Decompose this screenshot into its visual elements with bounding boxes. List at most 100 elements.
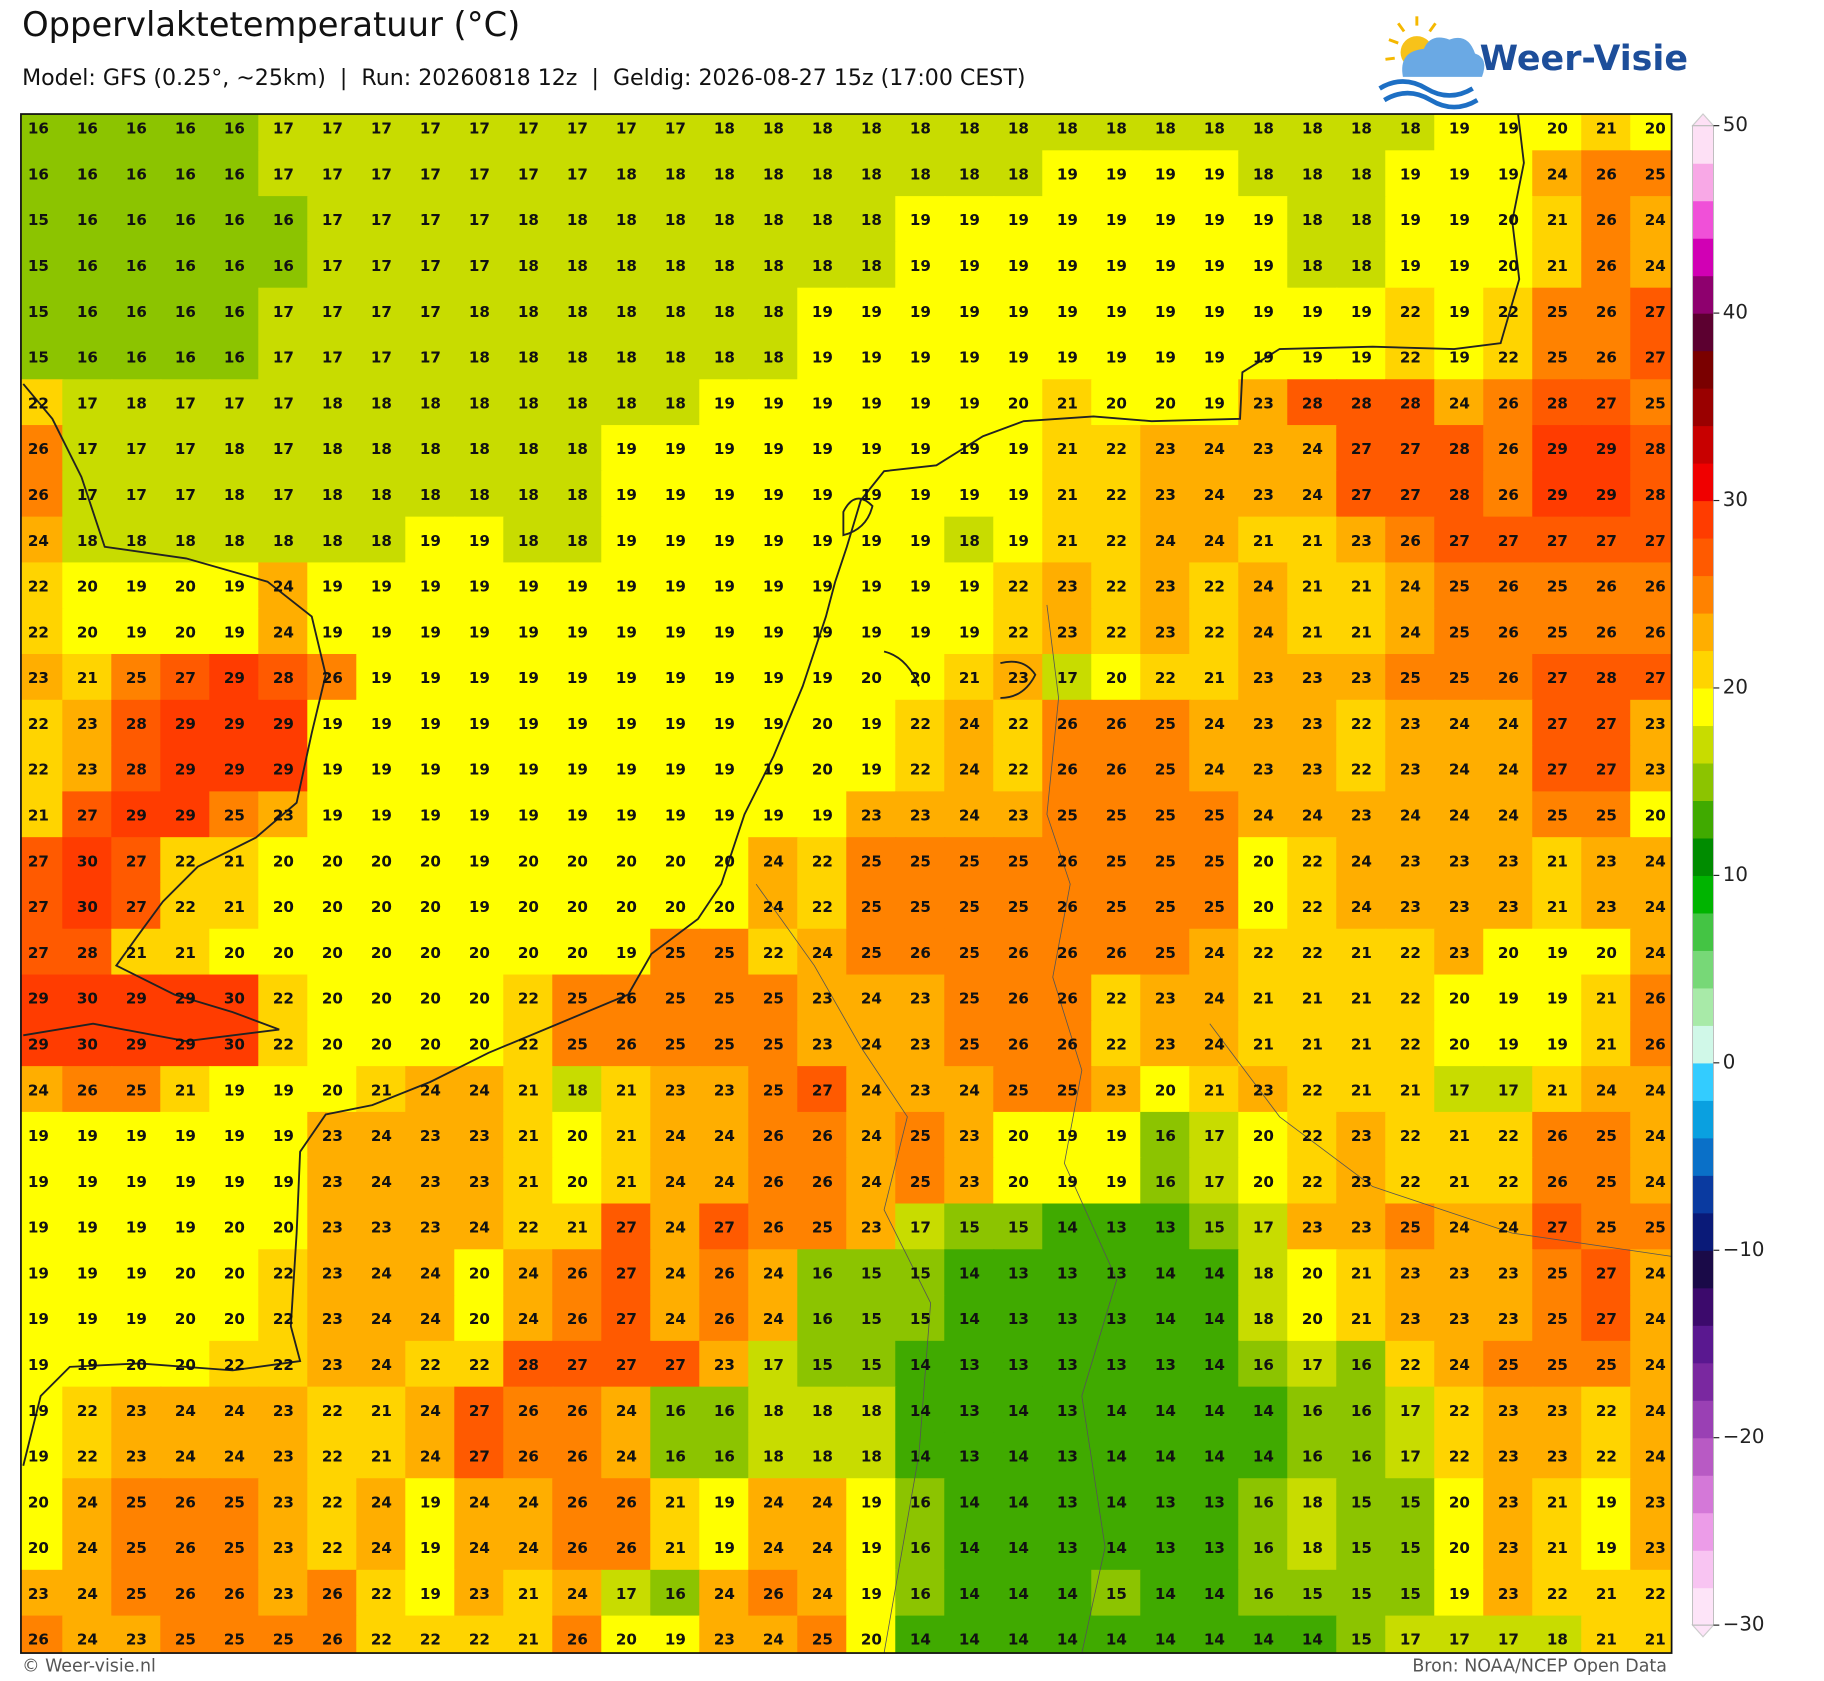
temperature-label: 16 [175, 211, 196, 229]
temperature-cell [601, 1249, 652, 1297]
temperature-label: 26 [322, 669, 343, 687]
temperature-cell [503, 699, 554, 747]
temperature-label: 18 [1351, 211, 1372, 229]
temperature-cell [405, 1157, 456, 1205]
temperature-label: 24 [959, 715, 980, 733]
temperature-label: 18 [861, 120, 882, 138]
temperature-cell [1630, 379, 1672, 427]
temperature-cell [1434, 425, 1485, 473]
temperature-label: 19 [469, 578, 490, 596]
temperature-label: 25 [1449, 578, 1470, 596]
temperature-label: 23 [1596, 898, 1617, 916]
temperature-label: 19 [616, 578, 637, 596]
temperature-cell [356, 1157, 407, 1205]
temperature-cell [111, 608, 162, 656]
temperature-cell [1581, 1203, 1632, 1251]
temperature-cell [993, 1295, 1044, 1343]
temperature-label: 25 [763, 1035, 784, 1053]
temperature-cell [1140, 1066, 1191, 1114]
temperature-label: 25 [665, 944, 686, 962]
temperature-label: 19 [77, 1219, 98, 1237]
temperature-cell [1532, 791, 1583, 839]
temperature-cell [1287, 1203, 1338, 1251]
temperature-label: 23 [322, 1264, 343, 1282]
temperature-cell [1287, 699, 1338, 747]
temperature-cell [356, 837, 407, 885]
temperature-label: 13 [959, 1402, 980, 1420]
temperature-cell [160, 608, 211, 656]
temperature-label: 21 [1253, 532, 1274, 550]
temperature-cell [1336, 1386, 1387, 1434]
temperature-label: 24 [861, 1081, 882, 1099]
temperature-label: 24 [469, 1081, 490, 1099]
temperature-cell [1189, 791, 1240, 839]
temperature-cell [552, 114, 603, 152]
temperature-label: 19 [861, 532, 882, 550]
temperature-cell [1336, 1478, 1387, 1526]
temperature-label: 17 [371, 120, 392, 138]
temperature-label: 17 [273, 486, 294, 504]
temperature-label: 22 [1645, 1585, 1666, 1603]
temperature-cell [944, 1524, 995, 1571]
temperature-label: 16 [273, 211, 294, 229]
temperature-label: 20 [28, 1493, 49, 1511]
temperature-cell [1630, 1020, 1672, 1068]
temperature-cell [699, 114, 750, 152]
temperature-label: 19 [665, 761, 686, 779]
temperature-label: 20 [567, 944, 588, 962]
temperature-label: 19 [1155, 257, 1176, 275]
temperature-label: 17 [371, 257, 392, 275]
temperature-label: 20 [1449, 1539, 1470, 1557]
temperature-cell [1189, 1157, 1240, 1205]
temperature-label: 24 [77, 1585, 98, 1603]
temperature-cell [1140, 974, 1191, 1022]
temperature-label: 19 [1008, 440, 1029, 458]
temperature-label: 24 [224, 1448, 245, 1466]
temperature-label: 19 [1204, 165, 1225, 183]
temperature-cell [111, 150, 162, 198]
temperature-label: 19 [1498, 1035, 1519, 1053]
temperature-label: 29 [28, 1035, 49, 1053]
temperature-label: 23 [1400, 1310, 1421, 1328]
temperature-cell [1189, 1020, 1240, 1068]
temperature-cell [1385, 1524, 1436, 1571]
temperature-cell [1532, 608, 1583, 656]
temperature-label: 24 [812, 944, 833, 962]
temperature-cell [846, 379, 897, 427]
temperature-label: 18 [616, 257, 637, 275]
temperature-label: 26 [1596, 623, 1617, 641]
temperature-label: 16 [77, 303, 98, 321]
temperature-label: 19 [1449, 1585, 1470, 1603]
temperature-cell [1336, 1203, 1387, 1251]
temperature-cell [1532, 379, 1583, 427]
temperature-cell [356, 150, 407, 198]
temperature-cell [1336, 837, 1387, 885]
temperature-label: 23 [1253, 715, 1274, 733]
temperature-cell [1189, 1478, 1240, 1526]
temperature-label: 19 [567, 578, 588, 596]
temperature-label: 21 [1057, 394, 1078, 412]
temperature-label: 18 [371, 394, 392, 412]
temperature-label: 27 [1596, 1310, 1617, 1328]
temperature-cell [993, 1111, 1044, 1159]
temperature-label: 22 [910, 715, 931, 733]
temperature-cell [1336, 974, 1387, 1022]
temperature-label: 19 [1204, 211, 1225, 229]
temperature-cell [944, 1432, 995, 1480]
temperature-label: 18 [812, 120, 833, 138]
temperature-cell [895, 699, 946, 747]
temperature-cell [699, 1569, 750, 1617]
temperature-cell [405, 516, 456, 564]
temperature-label: 17 [1400, 1448, 1421, 1466]
temperature-cell [1140, 150, 1191, 198]
temperature-cell [62, 379, 113, 427]
temperature-label: 24 [861, 1173, 882, 1191]
temperature-cell [209, 1295, 260, 1343]
temperature-label: 17 [371, 303, 392, 321]
temperature-cell [993, 608, 1044, 656]
temperature-label: 26 [1596, 578, 1617, 596]
temperature-label: 17 [518, 120, 539, 138]
temperature-cell [1189, 1203, 1240, 1251]
temperature-cell [1238, 333, 1289, 381]
temperature-cell [1336, 562, 1387, 610]
